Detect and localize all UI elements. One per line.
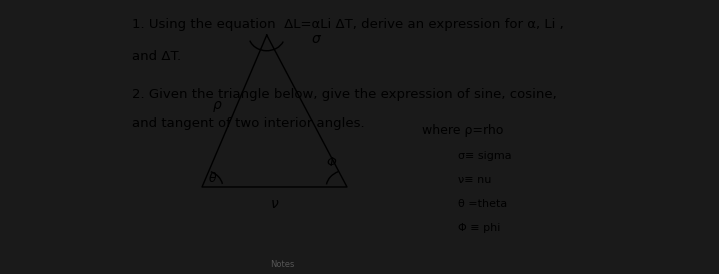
Text: where ρ=rho: where ρ=rho (422, 124, 503, 137)
Text: σ: σ (311, 32, 320, 46)
Text: ν≡ nu: ν≡ nu (458, 175, 492, 185)
Text: 1. Using the equation  ΔL=αLi ΔT, derive an expression for α, Li ,: 1. Using the equation ΔL=αLi ΔT, derive … (132, 18, 564, 31)
Text: Φ: Φ (326, 156, 336, 169)
Text: σ≡ sigma: σ≡ sigma (458, 151, 512, 161)
Text: and tangent of two interior angles.: and tangent of two interior angles. (132, 117, 365, 130)
Text: Notes: Notes (270, 260, 295, 269)
Text: Φ ≡ phi: Φ ≡ phi (458, 223, 500, 233)
Text: 2. Given the triangle below, give the expression of sine, cosine,: 2. Given the triangle below, give the ex… (132, 88, 557, 101)
Text: θ: θ (209, 172, 216, 185)
Text: ρ: ρ (214, 98, 222, 112)
Text: ν: ν (270, 197, 278, 211)
Text: θ =theta: θ =theta (458, 199, 508, 209)
Text: and ΔT.: and ΔT. (132, 50, 181, 62)
